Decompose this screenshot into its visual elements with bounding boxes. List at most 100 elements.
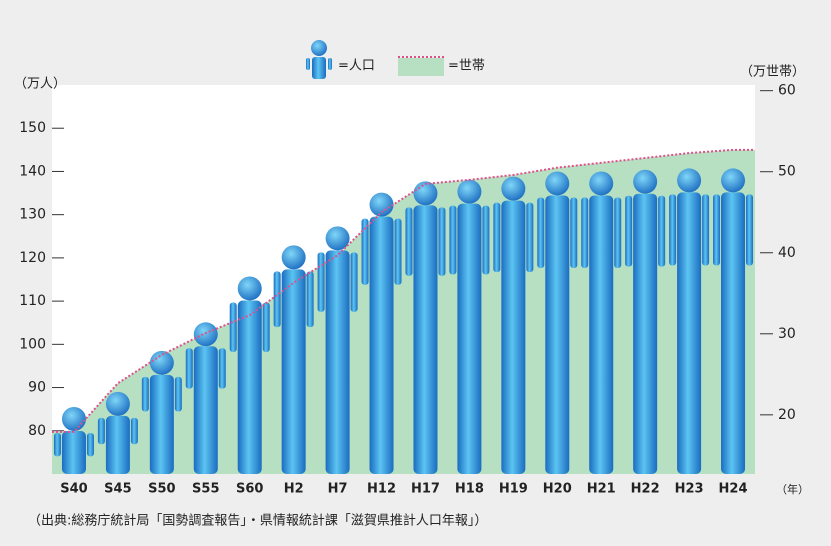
- person-figure: [53, 407, 94, 474]
- legend-swatch: [398, 58, 444, 76]
- person-figure: [669, 168, 710, 474]
- figure-body: [105, 415, 130, 474]
- person-figure: [537, 171, 578, 474]
- figure-arm: [53, 433, 61, 457]
- figure-body: [369, 216, 394, 474]
- y-tick-label: 130: [19, 207, 46, 223]
- figure-arm: [86, 433, 94, 457]
- figure-arm: [449, 205, 457, 275]
- figure-body: [589, 195, 614, 474]
- figure-body: [193, 346, 218, 474]
- figure-body: [237, 300, 262, 474]
- x-tick-label: H17: [411, 482, 440, 497]
- figure-body: [545, 195, 570, 474]
- x-tick-label: H21: [587, 482, 616, 497]
- figure-arm: [405, 207, 413, 276]
- y2-axis-label: （万世帯）: [740, 65, 805, 80]
- legend-icon-head: [311, 40, 327, 56]
- figure-arm: [174, 376, 182, 412]
- y-tick-label: 80: [28, 423, 46, 439]
- figure-arm: [141, 376, 149, 412]
- person-figure: [581, 171, 622, 474]
- figure-arm: [614, 197, 622, 268]
- figure-arm: [130, 417, 138, 445]
- person-figure: [405, 181, 446, 474]
- person-figure: [185, 322, 226, 474]
- person-figure: [317, 226, 358, 474]
- figure-head: [369, 192, 394, 217]
- figure-head: [501, 176, 526, 201]
- figure-arm: [746, 194, 754, 266]
- x-tick-label: H12: [367, 482, 396, 497]
- y-tick-label: 140: [19, 163, 46, 179]
- x-tick-label: S45: [104, 482, 131, 497]
- source-note: （出典:総務庁統計局「国勢調査報告」・県情報統計課「滋賀県推計人口年報」）: [28, 513, 487, 529]
- figure-arm: [581, 197, 589, 268]
- y-tick-label: 120: [19, 250, 46, 266]
- figure-arm: [438, 207, 446, 276]
- figure-arm: [526, 202, 534, 273]
- legend-label: =人口: [338, 59, 375, 74]
- figure-arm: [493, 202, 501, 273]
- x-tick-label: H7: [328, 482, 348, 497]
- person-figure: [449, 179, 490, 474]
- figure-body: [633, 193, 658, 474]
- figure-body: [281, 269, 306, 474]
- y2-tick-label: 60: [778, 83, 796, 99]
- figure-arm: [185, 348, 193, 389]
- figure-head: [633, 169, 658, 194]
- person-figure: [273, 245, 314, 474]
- figure-head: [545, 171, 570, 196]
- person-figure: [141, 350, 182, 474]
- legend-icon-arm: [328, 58, 332, 70]
- y2-tick-label: 20: [778, 407, 796, 423]
- x-tick-label: S55: [192, 482, 219, 497]
- x-axis-label: （年）: [776, 482, 809, 496]
- x-tick-label: H20: [543, 482, 572, 497]
- y-tick-label: 100: [19, 336, 46, 352]
- figure-head: [677, 168, 702, 193]
- figure-head: [149, 350, 174, 375]
- y2-tick-label: 30: [778, 326, 796, 342]
- y-axis-label: （万人）: [14, 77, 66, 92]
- legend-label: =世帯: [448, 59, 485, 74]
- figure-arm: [361, 218, 369, 285]
- legend-icon-arm: [306, 58, 310, 70]
- figure-head: [589, 171, 614, 196]
- figure-body: [325, 250, 350, 474]
- figure-arm: [218, 348, 226, 389]
- figure-body: [149, 374, 174, 474]
- figure-head: [281, 245, 306, 270]
- person-figure: [97, 391, 138, 474]
- y2-tick-label: 40: [778, 245, 796, 261]
- figure-arm: [537, 197, 545, 268]
- x-tick-label: S50: [148, 482, 175, 497]
- y2-tick-label: 50: [778, 164, 796, 180]
- x-tick-label: H19: [499, 482, 528, 497]
- person-figure: [229, 276, 270, 474]
- figure-arm: [713, 194, 721, 266]
- figure-arm: [625, 195, 633, 267]
- figure-head: [721, 168, 746, 193]
- figure-body: [61, 431, 86, 474]
- x-tick-label: H22: [631, 482, 660, 497]
- person-figure: [713, 168, 754, 474]
- figure-arm: [669, 194, 677, 266]
- y-tick-label: 90: [28, 380, 46, 396]
- x-tick-label: S40: [60, 482, 87, 497]
- figure-head: [193, 322, 218, 347]
- legend-icon-body: [312, 57, 326, 79]
- x-tick-label: H24: [719, 482, 748, 497]
- person-figure: [493, 176, 534, 474]
- figure-body: [677, 192, 702, 474]
- figure-body: [721, 192, 746, 474]
- figure-head: [413, 181, 438, 206]
- x-tick-label: S60: [236, 482, 263, 497]
- figure-arm: [306, 271, 314, 328]
- figure-arm: [570, 197, 578, 268]
- figure-head: [61, 407, 86, 432]
- person-figure: [625, 169, 666, 474]
- figure-head: [457, 179, 482, 204]
- figure-arm: [702, 194, 710, 266]
